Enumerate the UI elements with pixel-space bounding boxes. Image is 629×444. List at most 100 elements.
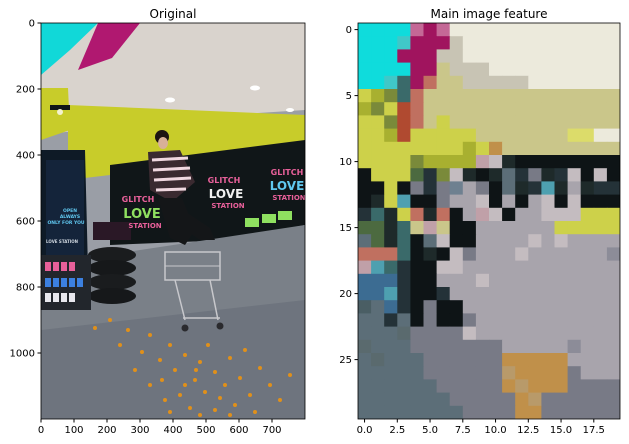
heatmap-cell	[567, 141, 582, 156]
heatmap-cell	[515, 300, 529, 314]
heatmap-cell	[580, 102, 595, 116]
sign-always: ALWAYS	[60, 214, 80, 220]
heatmap-cell	[554, 36, 568, 50]
heatmap-cell	[397, 326, 411, 341]
heatmap-cell	[541, 89, 555, 103]
heatmap-cell	[502, 313, 516, 327]
heatmap-cell	[489, 141, 503, 156]
heatmap-cell	[541, 260, 555, 275]
heatmap-cell	[410, 353, 424, 367]
heatmap-cell	[449, 181, 464, 195]
heatmap-cell	[384, 115, 398, 129]
heatmap-cell	[436, 366, 451, 380]
orange-dots	[93, 318, 292, 417]
heatmap-cell	[423, 181, 437, 195]
heatmap-cell	[554, 287, 568, 301]
feature-xtick-label: 0.0	[357, 425, 373, 436]
sign-station-3: STATION	[272, 194, 305, 202]
heatmap-cell	[593, 300, 608, 314]
feature-xtick-label: 12.5	[517, 425, 539, 436]
heatmap-cell	[541, 128, 555, 143]
heatmap-cell	[567, 155, 582, 169]
heatmap-cell	[423, 221, 437, 235]
sign-glitch-2: GLITCH	[208, 176, 241, 185]
heatmap-cell	[502, 247, 516, 261]
heatmap-cell	[489, 49, 503, 63]
heatmap-cell	[371, 353, 385, 367]
heatmap-cell	[358, 379, 372, 393]
sign-station-2: STATION	[211, 202, 244, 210]
heatmap-cell	[489, 353, 503, 367]
heatmap-cell	[449, 194, 464, 209]
original-xtick-label: 100	[64, 425, 83, 436]
heatmap-cell	[554, 155, 568, 169]
heatmap-cell	[489, 234, 503, 248]
heatmap-cell	[423, 102, 437, 116]
heatmap-cell	[384, 260, 398, 275]
heatmap-cell	[423, 366, 437, 380]
heatmap-cell	[567, 247, 582, 261]
sign-glitch-1: GLITCH	[122, 195, 155, 204]
heatmap-cell	[515, 128, 529, 143]
heatmap-cell	[397, 366, 411, 380]
heatmap-cell	[384, 273, 398, 288]
heatmap-cell	[475, 221, 490, 235]
heatmap-cell	[371, 339, 385, 354]
heatmap-cell	[606, 313, 620, 327]
heatmap-cell	[449, 221, 464, 235]
heatmap-cell	[462, 49, 477, 63]
heatmap-cell	[580, 89, 595, 103]
heatmap-cell	[606, 353, 620, 367]
heatmap-cell	[580, 326, 595, 341]
heatmap-cell	[410, 300, 424, 314]
heatmap-cell	[593, 273, 608, 288]
heatmap-cell	[580, 379, 595, 393]
heatmap-cell	[528, 313, 542, 327]
heatmap-cell	[436, 221, 451, 235]
heatmap-cell	[528, 247, 542, 261]
heatmap-cell	[567, 273, 582, 288]
heatmap-cell	[462, 405, 477, 419]
heatmap-cell	[423, 168, 437, 182]
heatmap-cell	[502, 379, 516, 393]
heatmap-cell	[449, 287, 464, 301]
heatmap-cell	[580, 141, 595, 156]
heatmap-cell	[567, 339, 582, 354]
heatmap-cell	[397, 62, 411, 77]
heatmap-cell	[410, 181, 424, 195]
heatmap-cell	[606, 102, 620, 116]
heatmap-cell	[475, 379, 490, 393]
heatmap-cell	[358, 313, 372, 327]
heatmap-cell	[580, 273, 595, 288]
heatmap-cell	[462, 247, 477, 261]
heatmap-cell	[515, 207, 529, 222]
heatmap-cell	[567, 405, 582, 419]
heatmap-cell	[410, 260, 424, 275]
heatmap-cell	[502, 36, 516, 50]
heatmap-cell	[515, 62, 529, 77]
heatmap-cell	[397, 155, 411, 169]
heatmap-cell	[384, 366, 398, 380]
heatmap-cell	[606, 260, 620, 275]
heatmap-cell	[541, 273, 555, 288]
heatmap-cell	[371, 89, 385, 103]
heatmap-cell	[515, 155, 529, 169]
heatmap-cell	[358, 168, 372, 182]
heatmap-cell	[410, 221, 424, 235]
heatmap-cell	[502, 392, 516, 407]
feature-xtick-label: 7.5	[455, 425, 471, 436]
heatmap-cell	[475, 392, 490, 407]
heatmap-cell	[489, 300, 503, 314]
sign-open: OPEN	[63, 208, 77, 214]
heatmap-cell	[371, 313, 385, 327]
heatmap-cell	[371, 234, 385, 248]
heatmap-cell	[593, 339, 608, 354]
heatmap-cell	[436, 392, 451, 407]
heatmap-cell	[528, 392, 542, 407]
heatmap-cell	[541, 115, 555, 129]
heatmap-cell	[606, 62, 620, 77]
heatmap-cell	[541, 194, 555, 209]
heatmap-cell	[554, 353, 568, 367]
heatmap-cell	[423, 379, 437, 393]
heatmap-cell	[423, 49, 437, 63]
